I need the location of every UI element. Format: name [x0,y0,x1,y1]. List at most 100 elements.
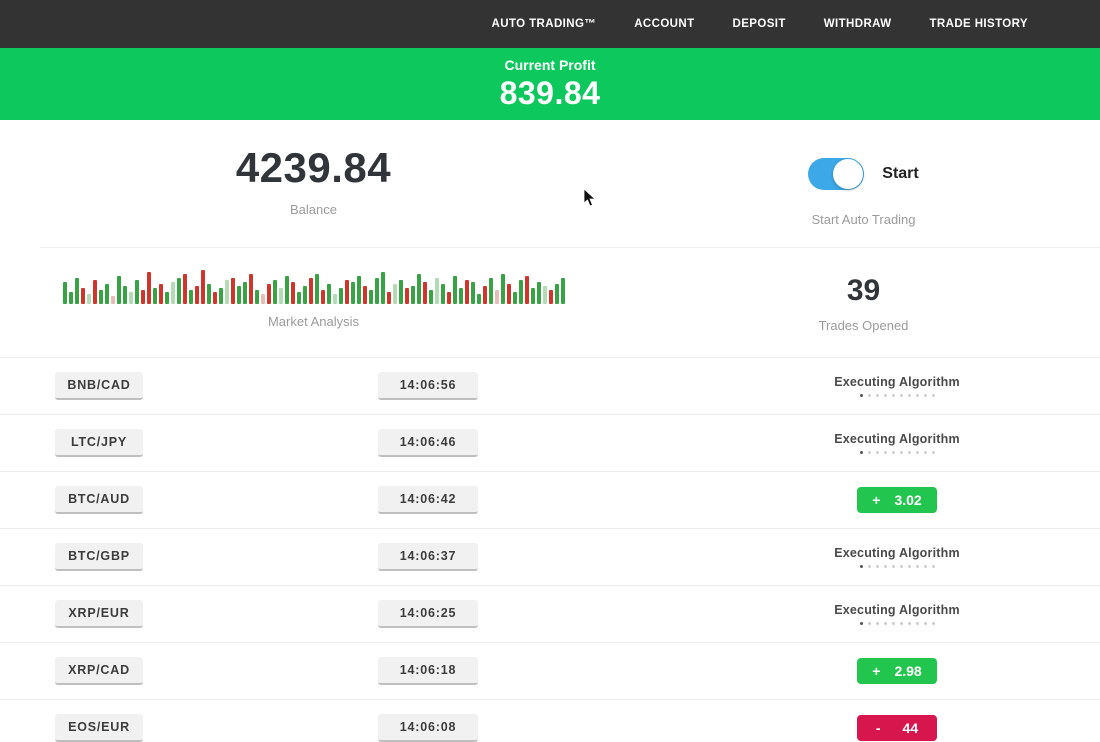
market-bar [170,282,175,304]
market-analysis-label: Market Analysis [267,314,360,329]
market-bar [158,284,163,304]
market-bar [164,292,169,304]
market-bar [374,278,379,304]
progress-dots [780,451,1014,454]
mouse-cursor [583,188,597,207]
pair-badge: BTC/AUD [55,486,143,514]
market-bar [290,282,295,304]
market-bar [512,292,517,304]
market-section: Market Analysis 39 Trades Opened [0,248,1100,349]
time-badge: 14:06:42 [378,486,478,514]
toggle-knob[interactable] [833,159,864,189]
market-bar [530,288,535,304]
current-profit-label: Current Profit [504,56,596,73]
market-bar [62,282,67,304]
executing-algorithm-label: Executing Algorithm [834,432,960,446]
pair-badge: BNB/CAD [55,372,143,400]
market-bar [332,294,337,304]
market-bar [248,274,253,304]
current-profit-value: 839.84 [499,74,601,111]
market-bar [314,274,319,304]
market-bar [302,286,307,304]
nav-item-withdraw[interactable]: WITHDRAW [823,18,892,30]
market-bar [224,280,229,304]
time-badge: 14:06:37 [378,543,478,571]
nav-item-deposit[interactable]: DEPOSIT [732,18,786,30]
top-nav: AUTO TRADING™ ACCOUNT DEPOSIT WITHDRAW TRADE… [0,0,1100,48]
market-bar [128,292,133,304]
time-badge: 14:06:56 [378,372,478,400]
toggle-start-label: Start [882,165,919,182]
time-badge: 14:06:25 [378,600,478,628]
section-divider [40,247,1100,248]
market-bar [356,276,361,304]
market-bar [440,284,445,304]
market-bar [524,276,529,304]
market-bar [116,276,121,304]
table-row: XRP/CAD 14:06:18 +2.98 [0,642,1100,699]
market-bar [308,278,313,304]
market-bar [104,284,109,304]
market-bar [230,278,235,304]
market-bar [500,274,505,304]
market-bar [422,282,427,304]
market-bar [416,274,421,304]
market-bar [98,290,103,304]
market-bar [320,290,325,304]
market-bar [428,290,433,304]
market-bar [410,286,415,304]
toggle-caption: Start Auto Trading [811,212,916,227]
balance-section: 4239.84 Balance Start Start Auto Trading [0,120,1100,247]
market-bar [278,288,283,304]
market-bar [434,278,439,304]
time-badge: 14:06:18 [378,657,478,685]
market-bar [200,270,205,304]
market-bar [368,290,373,304]
table-row: LTC/JPY 14:06:46 Executing Algorithm [0,414,1100,471]
status-cell: Executing Algorithm [780,432,1014,454]
table-row: BTC/GBP 14:06:37 Executing Algorithm [0,528,1100,585]
pair-badge: BTC/GBP [55,543,143,571]
table-row: BTC/AUD 14:06:42 +3.02 [0,471,1100,528]
market-bar [470,282,475,304]
market-bar [404,288,409,304]
market-bar [68,292,73,304]
loss-badge: -44 [857,715,937,741]
market-bar [482,286,487,304]
pair-badge: XRP/CAD [55,657,143,685]
progress-dots [780,394,1014,397]
market-bar [488,278,493,304]
market-bar [326,284,331,304]
table-row: EOS/EUR 14:06:08 -44 [0,699,1100,742]
status-cell: +3.02 [780,487,1014,513]
executing-algorithm-label: Executing Algorithm [834,546,960,560]
nav-item-auto-trading[interactable]: AUTO TRADING™ [491,18,597,30]
time-badge: 14:06:46 [378,429,478,457]
table-row: XRP/EUR 14:06:25 Executing Algorithm [0,585,1100,642]
market-bar [386,292,391,304]
market-bar [152,288,157,304]
market-bar [380,272,385,304]
market-bar [242,282,247,304]
market-bar [260,294,265,304]
profit-badge: +3.02 [857,487,937,513]
nav-item-account[interactable]: ACCOUNT [634,18,695,30]
time-badge: 14:06:08 [378,714,478,742]
market-bar [86,294,91,304]
market-bar [218,288,223,304]
market-bar [140,290,145,304]
progress-dots [780,565,1014,568]
market-bar [188,290,193,304]
market-bar [74,278,79,304]
market-bar [476,294,481,304]
balance-value: 4239.84 [235,144,392,191]
market-bar [464,280,469,304]
market-bar [134,280,139,304]
market-bar [284,276,289,304]
auto-trading-toggle[interactable] [808,158,865,190]
trade-list: BNB/CAD 14:06:56 Executing Algorithm LTC… [0,357,1100,742]
nav-item-trade-history[interactable]: TRADE HISTORY [929,18,1028,30]
market-bar [92,280,97,304]
market-bar [182,274,187,304]
pair-badge: EOS/EUR [55,714,143,742]
